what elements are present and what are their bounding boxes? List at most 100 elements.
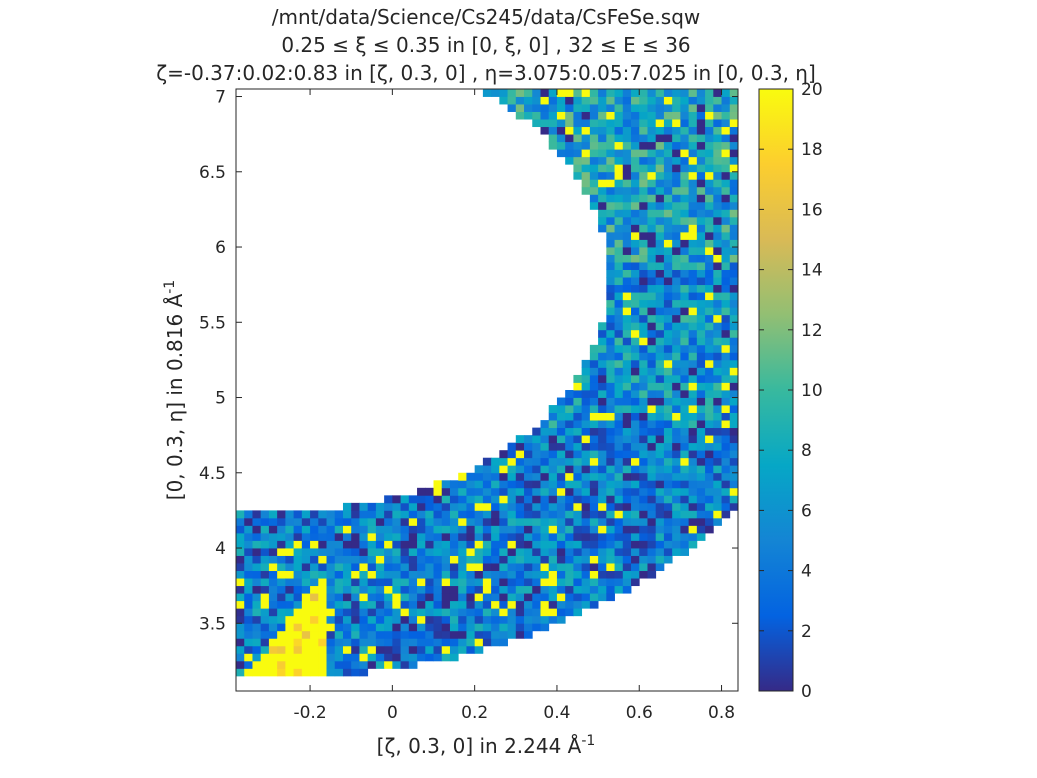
heatmap-cell xyxy=(696,96,706,105)
heatmap-cell xyxy=(663,314,673,323)
heatmap-cell xyxy=(672,517,681,526)
heatmap-cell xyxy=(672,322,681,331)
heatmap-cell xyxy=(507,472,517,481)
heatmap-cell xyxy=(614,194,624,203)
heatmap-cell xyxy=(449,510,459,519)
heatmap-cell xyxy=(663,374,673,383)
heatmap-cell xyxy=(598,593,607,602)
heatmap-cell xyxy=(540,465,550,474)
heatmap-cell xyxy=(499,472,508,481)
heatmap-cell xyxy=(301,548,311,556)
heatmap-cell xyxy=(293,638,303,647)
heatmap-cell xyxy=(647,149,657,158)
heatmap-cell xyxy=(705,269,714,278)
heatmap-cell xyxy=(705,487,714,496)
heatmap-cell xyxy=(631,209,640,218)
heatmap-cell xyxy=(540,502,550,511)
heatmap-cell xyxy=(342,510,352,519)
heatmap-cell xyxy=(663,299,673,308)
colorbar-tick-label: 14 xyxy=(801,261,823,281)
heatmap-cell xyxy=(606,284,615,293)
heatmap-cell xyxy=(705,382,714,391)
heatmap-cell xyxy=(622,480,632,489)
heatmap-cell xyxy=(482,472,492,481)
heatmap-cell xyxy=(491,638,500,647)
heatmap-cell xyxy=(375,600,385,609)
heatmap-cell xyxy=(672,247,681,255)
heatmap-cell xyxy=(392,510,401,519)
heatmap-cell xyxy=(540,578,550,587)
heatmap-cell xyxy=(359,615,369,624)
heatmap-cell xyxy=(425,548,434,556)
heatmap-cell xyxy=(655,292,665,301)
heatmap-cell xyxy=(417,502,426,511)
heatmap-cell xyxy=(507,487,517,496)
heatmap-cell xyxy=(277,555,286,564)
heatmap-cell xyxy=(417,630,426,639)
heatmap-cell xyxy=(589,585,599,594)
heatmap-cell xyxy=(655,299,665,308)
heatmap-cell xyxy=(655,510,665,519)
heatmap-cell xyxy=(540,427,550,436)
heatmap-cell xyxy=(507,510,517,519)
heatmap-cell xyxy=(310,585,319,594)
heatmap-cell xyxy=(540,548,550,556)
heatmap-cell xyxy=(548,495,558,504)
heatmap-cell xyxy=(663,480,673,489)
heatmap-cell xyxy=(417,578,426,587)
heatmap-cell xyxy=(524,111,533,120)
heatmap-cell xyxy=(729,239,739,248)
heatmap-cell xyxy=(631,141,640,150)
heatmap-cell xyxy=(705,277,714,286)
heatmap-cell xyxy=(696,427,706,436)
heatmap-cell xyxy=(581,487,591,496)
heatmap-cell xyxy=(260,608,270,617)
heatmap-cell xyxy=(581,141,591,150)
heatmap-cell xyxy=(310,638,319,647)
heatmap-cell xyxy=(392,540,401,549)
heatmap-cell xyxy=(449,487,459,496)
heatmap-cell xyxy=(705,502,714,511)
heatmap-cell xyxy=(647,277,657,286)
heatmap-cell xyxy=(573,600,583,609)
heatmap-cell xyxy=(540,593,550,602)
heatmap-cell xyxy=(696,465,706,474)
heatmap-cell xyxy=(408,585,418,594)
heatmap-cell xyxy=(614,111,624,120)
heatmap-cell xyxy=(622,450,632,459)
heatmap-cell xyxy=(713,134,722,143)
heatmap-cell xyxy=(614,532,624,541)
heatmap-cell xyxy=(622,570,632,579)
heatmap-cell xyxy=(647,435,657,444)
heatmap-cell xyxy=(466,623,476,632)
heatmap-cell xyxy=(663,442,673,451)
heatmap-cell xyxy=(326,532,336,541)
heatmap-cell xyxy=(680,89,690,97)
heatmap-cell xyxy=(589,344,599,353)
heatmap-cell xyxy=(367,600,377,609)
heatmap-cell xyxy=(589,179,599,188)
heatmap-cell xyxy=(433,593,443,602)
heatmap-cell xyxy=(359,653,369,662)
heatmap-cell xyxy=(482,495,492,504)
heatmap-cell xyxy=(655,540,665,549)
heatmap-cell xyxy=(548,593,558,602)
heatmap-cell xyxy=(688,517,698,526)
heatmap-cell xyxy=(458,593,467,602)
heatmap-cell xyxy=(301,532,311,541)
heatmap-cell xyxy=(260,563,270,572)
heatmap-cell xyxy=(573,412,583,421)
heatmap-cell xyxy=(244,653,253,662)
heatmap-cell xyxy=(491,600,500,609)
heatmap-cell xyxy=(672,352,681,361)
heatmap-cell xyxy=(285,570,295,579)
heatmap-cell xyxy=(589,390,599,398)
heatmap-cell xyxy=(688,397,698,406)
heatmap-cell xyxy=(342,668,352,677)
heatmap-cell xyxy=(515,104,525,112)
heatmap-cell xyxy=(384,517,393,526)
heatmap-cell xyxy=(614,307,624,316)
heatmap-cell xyxy=(507,630,517,639)
heatmap-cell xyxy=(375,623,385,632)
heatmap-cell xyxy=(573,525,583,534)
